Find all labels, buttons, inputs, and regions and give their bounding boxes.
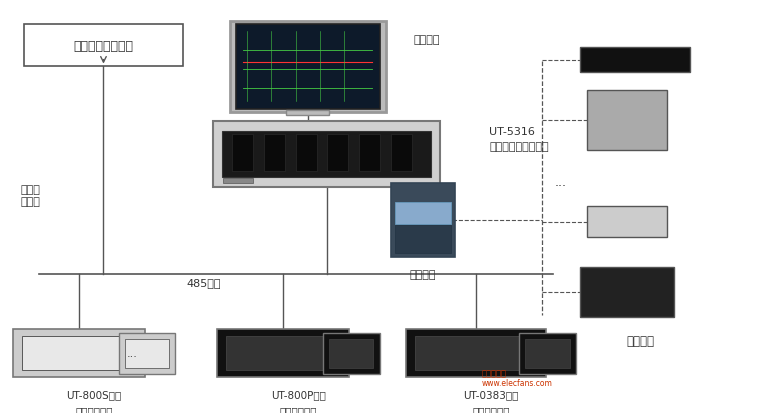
Text: UT-5316: UT-5316 (489, 126, 535, 136)
Text: ...: ... (555, 175, 567, 188)
FancyBboxPatch shape (236, 25, 380, 110)
Text: www.elecfans.com: www.elecfans.com (482, 378, 553, 387)
Text: 保护测控装置: 保护测控装置 (75, 406, 113, 413)
Text: ...: ... (127, 348, 137, 358)
FancyBboxPatch shape (295, 135, 317, 172)
FancyBboxPatch shape (124, 339, 169, 368)
Text: 监控防误一体化装置: 监控防误一体化装置 (489, 142, 549, 152)
FancyBboxPatch shape (587, 207, 667, 238)
Text: 485总线: 485总线 (187, 278, 221, 287)
FancyBboxPatch shape (395, 202, 451, 224)
Text: ...: ... (528, 348, 538, 358)
Text: UT-800S系列: UT-800S系列 (66, 389, 121, 399)
FancyBboxPatch shape (213, 121, 440, 188)
FancyBboxPatch shape (580, 267, 675, 318)
Text: UT-800P系列: UT-800P系列 (271, 389, 326, 399)
FancyBboxPatch shape (118, 333, 175, 374)
FancyBboxPatch shape (329, 339, 373, 368)
Text: 电子发烧友: 电子发烧友 (482, 368, 506, 377)
FancyBboxPatch shape (232, 135, 254, 172)
FancyBboxPatch shape (327, 135, 348, 172)
FancyBboxPatch shape (24, 25, 183, 67)
FancyBboxPatch shape (13, 329, 145, 377)
Text: 保护测控装置: 保护测控装置 (279, 406, 317, 413)
FancyBboxPatch shape (264, 135, 285, 172)
Text: 其他智
能设备: 其他智 能设备 (20, 185, 40, 206)
FancyBboxPatch shape (519, 333, 576, 374)
Text: UT-0383系列: UT-0383系列 (463, 389, 518, 399)
FancyBboxPatch shape (230, 21, 386, 113)
FancyBboxPatch shape (359, 135, 380, 172)
FancyBboxPatch shape (226, 336, 340, 370)
FancyBboxPatch shape (391, 135, 412, 172)
FancyBboxPatch shape (222, 131, 431, 178)
FancyBboxPatch shape (391, 184, 455, 257)
Text: 相关锁具: 相关锁具 (626, 334, 654, 347)
FancyBboxPatch shape (223, 179, 254, 184)
FancyBboxPatch shape (395, 225, 451, 254)
FancyBboxPatch shape (525, 339, 570, 368)
Text: ...: ... (331, 348, 342, 358)
FancyBboxPatch shape (217, 329, 349, 377)
FancyBboxPatch shape (286, 111, 329, 116)
FancyBboxPatch shape (587, 90, 667, 151)
Text: 电脑钥匙: 电脑钥匙 (410, 270, 436, 280)
FancyBboxPatch shape (415, 336, 537, 370)
Text: 上级调度和集控站: 上级调度和集控站 (74, 40, 134, 52)
FancyBboxPatch shape (22, 336, 136, 370)
FancyBboxPatch shape (580, 48, 689, 73)
FancyBboxPatch shape (323, 333, 380, 374)
FancyBboxPatch shape (406, 329, 546, 377)
Text: 开关柜智能柜: 开关柜智能柜 (472, 406, 510, 413)
Text: 显示终端: 显示终端 (414, 35, 440, 45)
